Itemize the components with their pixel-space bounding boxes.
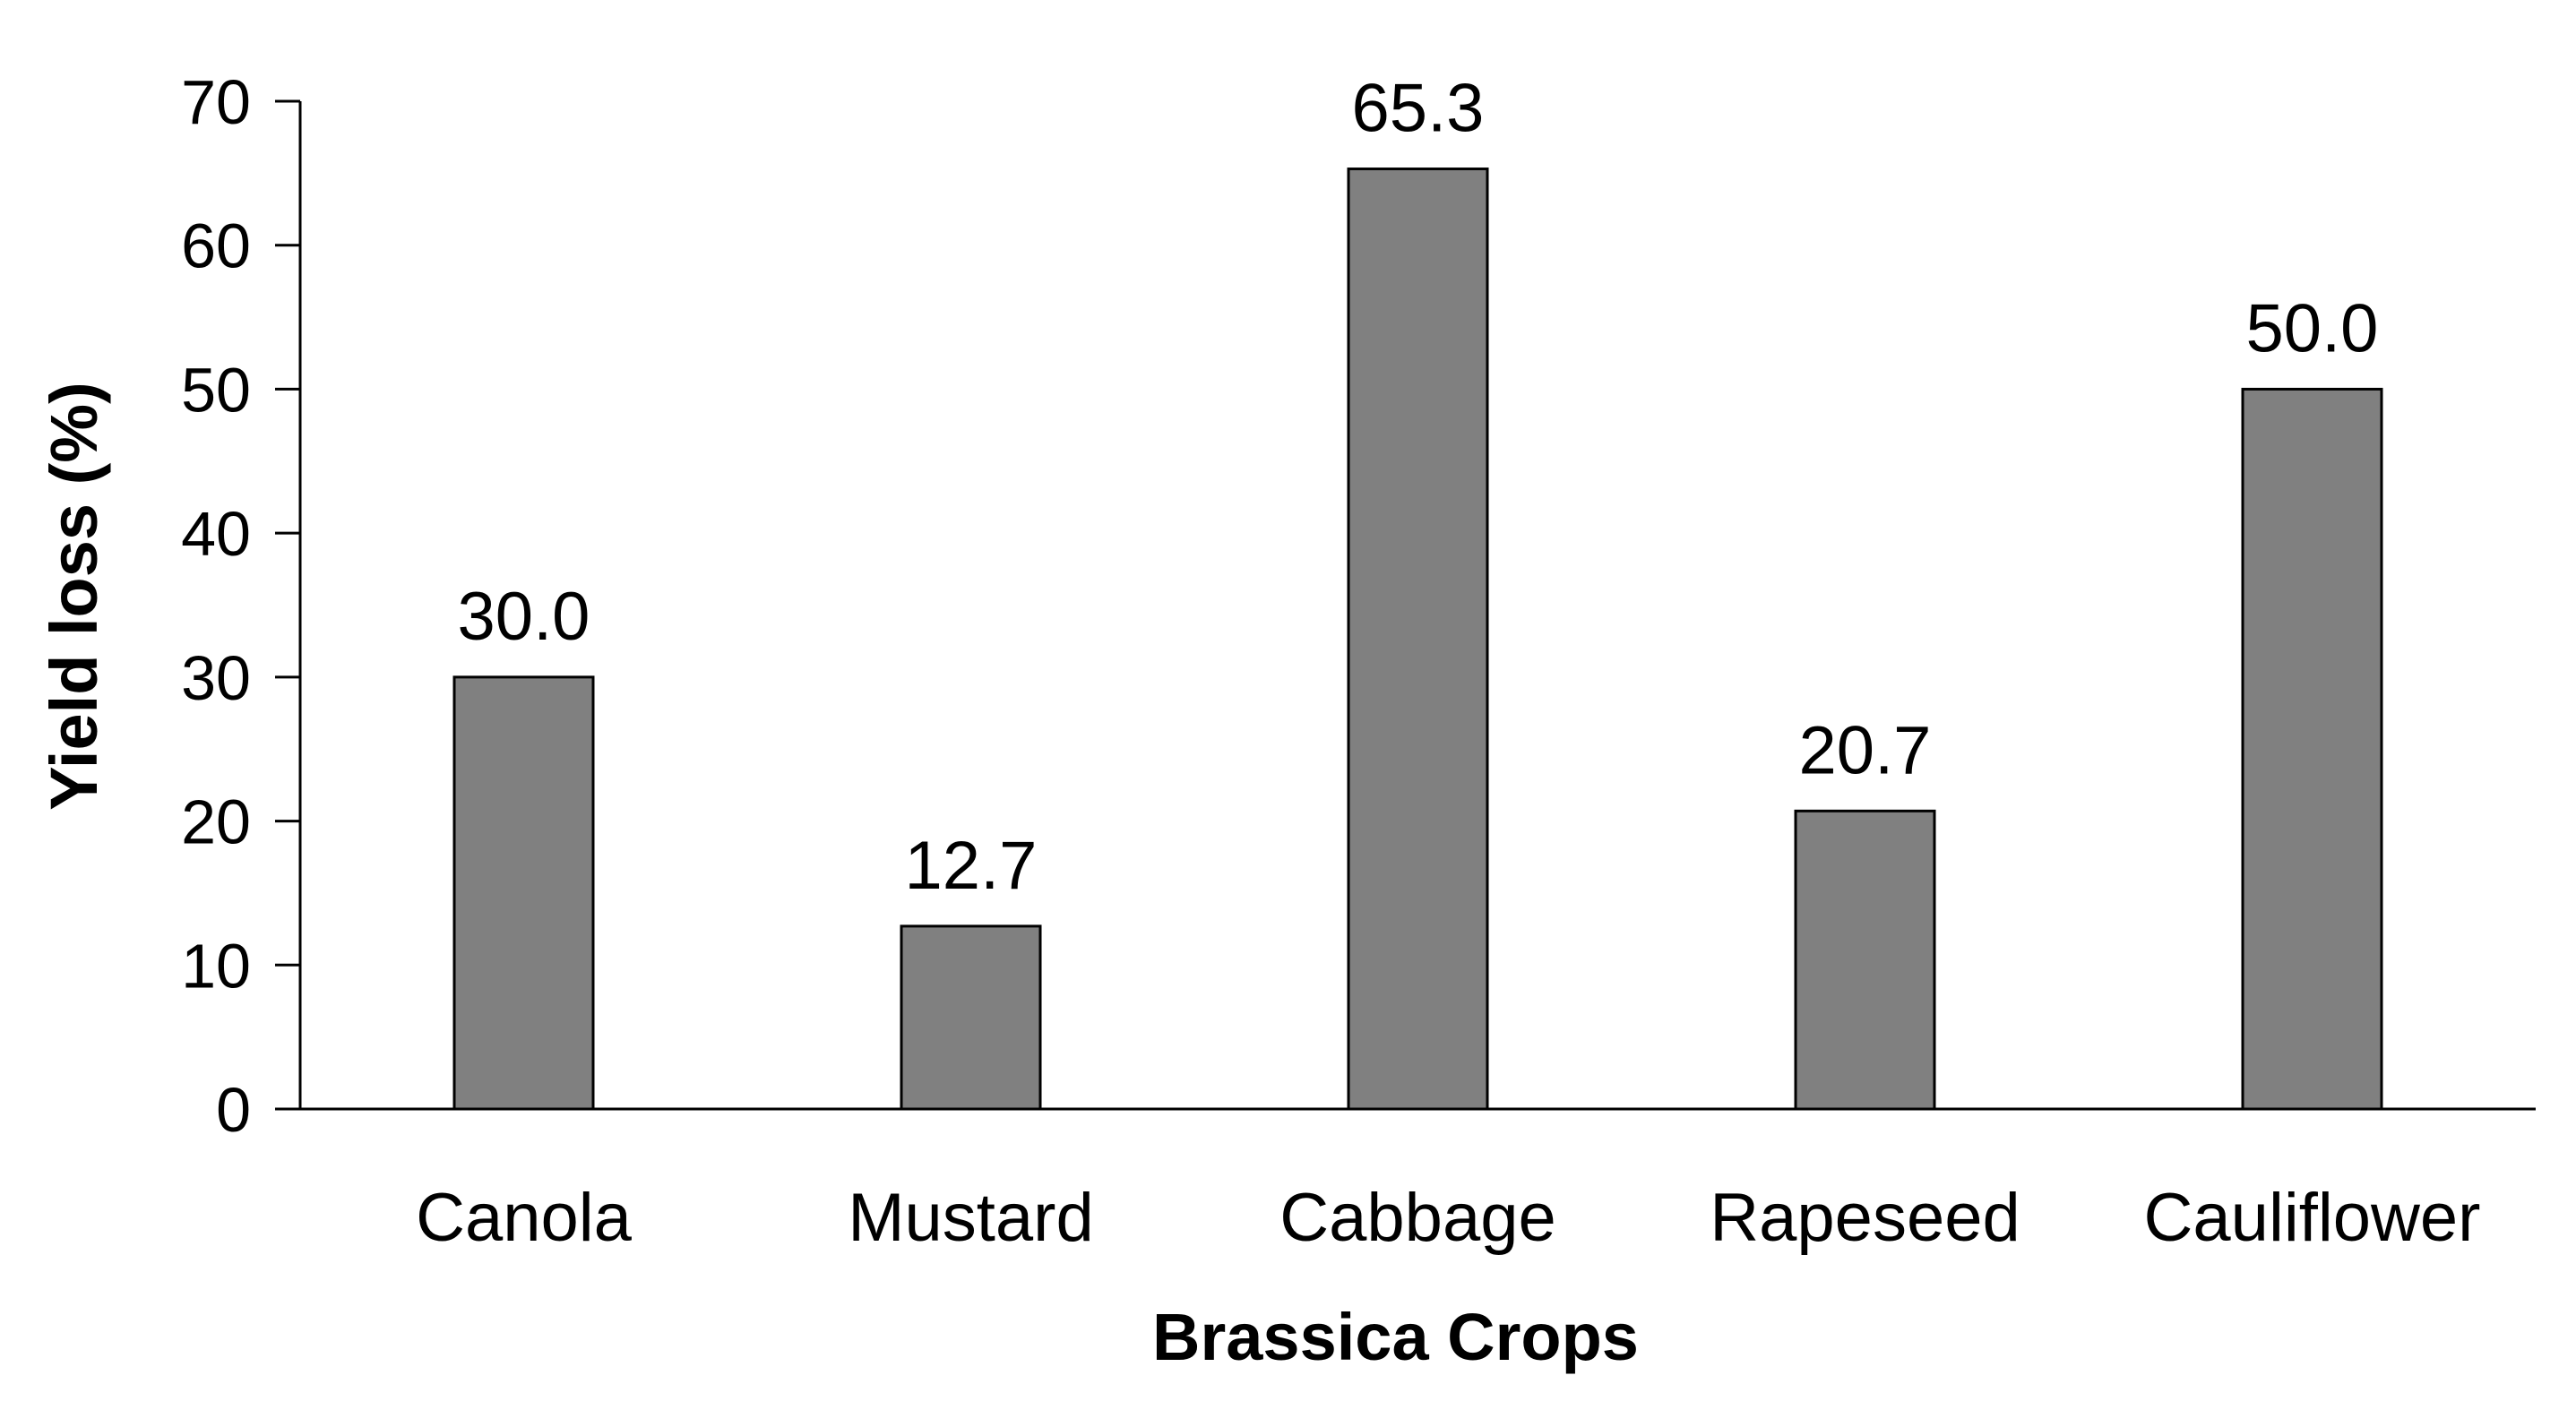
- y-tick-label: 50: [181, 355, 251, 425]
- y-tick-label: 70: [181, 67, 251, 137]
- bar-cabbage: [1347, 168, 1489, 1111]
- data-label-cauliflower: 50.0: [2246, 290, 2379, 366]
- data-label-canola: 30.0: [458, 579, 590, 655]
- bar-cauliflower: [2241, 387, 2383, 1111]
- bar-rapeseed: [1794, 809, 1936, 1111]
- data-label-mustard: 12.7: [905, 828, 1038, 904]
- data-label-rapeseed: 20.7: [1799, 712, 1932, 788]
- y-tick-label: 0: [216, 1075, 251, 1145]
- y-tick-label: 60: [181, 211, 251, 281]
- x-tick-label-cauliflower: Cauliflower: [2144, 1180, 2481, 1256]
- bar-canola: [452, 675, 595, 1111]
- y-tick-label: 30: [181, 643, 251, 713]
- bar-mustard: [900, 924, 1042, 1111]
- x-axis-category-labels: Canola Mustard Cabbage Rapeseed Cauliflower: [416, 1180, 2480, 1256]
- x-tick-label-cabbage: Cabbage: [1279, 1180, 1556, 1256]
- x-tick-label-rapeseed: Rapeseed: [1710, 1180, 2020, 1256]
- bars-group: [452, 168, 2383, 1111]
- x-tick-label-canola: Canola: [416, 1180, 633, 1256]
- data-label-cabbage: 65.3: [1352, 71, 1485, 147]
- data-labels-group: 30.0 12.7 65.3 20.7 50.0: [458, 71, 2379, 904]
- y-tick-label: 20: [181, 787, 251, 857]
- y-tick-label: 40: [181, 499, 251, 569]
- y-axis-title: Yield loss (%): [37, 382, 111, 810]
- y-axis-ticks: 0 10 20 30 40 50 60 70: [181, 67, 300, 1145]
- x-tick-label-mustard: Mustard: [848, 1180, 1094, 1256]
- x-axis-title: Brassica Crops: [1152, 1300, 1639, 1374]
- y-tick-label: 10: [181, 931, 251, 1001]
